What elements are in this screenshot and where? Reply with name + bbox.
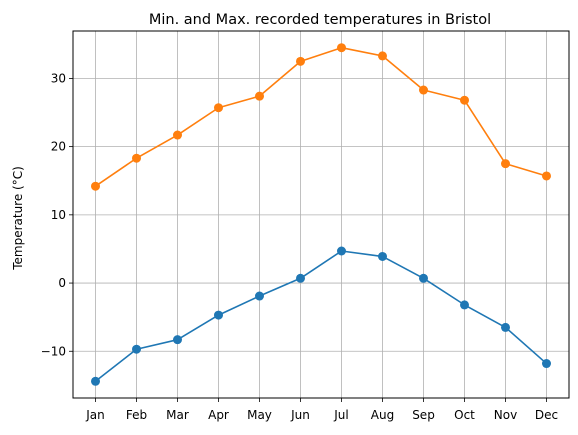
data-point bbox=[296, 273, 305, 283]
x-tick-label: Dec bbox=[535, 408, 558, 422]
data-point bbox=[255, 291, 264, 301]
data-point bbox=[419, 273, 428, 283]
x-tick-label: Nov bbox=[494, 408, 517, 422]
data-point bbox=[255, 91, 264, 101]
x-tick-label: Mar bbox=[166, 408, 189, 422]
data-point bbox=[173, 335, 182, 345]
series-line bbox=[95, 250, 548, 382]
y-tick-label: 10 bbox=[51, 208, 66, 222]
chart-title: Min. and Max. recorded temperatures in B… bbox=[149, 12, 491, 28]
y-axis-label: Temperature (°C) bbox=[11, 166, 25, 271]
y-tick-label: 20 bbox=[51, 140, 66, 154]
x-tick-label: Oct bbox=[454, 408, 475, 422]
data-point bbox=[337, 246, 346, 256]
data-point bbox=[542, 359, 551, 369]
data-point bbox=[542, 171, 551, 181]
data-point bbox=[296, 56, 305, 66]
series-line bbox=[95, 46, 547, 187]
data-point bbox=[91, 376, 100, 386]
x-tick-label: May bbox=[247, 408, 272, 422]
x-tick-label: Jun bbox=[290, 408, 310, 422]
data-point bbox=[378, 51, 387, 61]
data-point bbox=[501, 159, 510, 169]
x-tick-label: Jul bbox=[333, 408, 348, 422]
data-point bbox=[214, 310, 223, 320]
data-point bbox=[214, 103, 223, 113]
y-tick-label: 0 bbox=[58, 276, 66, 290]
x-tick-label: Feb bbox=[126, 408, 147, 422]
x-tick-label: Jan bbox=[85, 408, 105, 422]
data-point bbox=[501, 322, 510, 332]
data-point bbox=[419, 85, 428, 95]
y-tick-label: 30 bbox=[51, 71, 66, 85]
series-1 bbox=[91, 246, 551, 386]
series-2 bbox=[91, 43, 551, 191]
series-layer bbox=[91, 43, 551, 386]
data-point bbox=[337, 43, 346, 53]
data-point bbox=[460, 300, 469, 310]
x-tick-label: Sep bbox=[412, 408, 435, 422]
x-tick-label: Apr bbox=[208, 408, 229, 422]
axes: Jan Feb Mar Apr May Jun Jul Aug Sep Oct Nov Dec −10 0… bbox=[41, 71, 558, 422]
x-tick-label: Aug bbox=[371, 408, 394, 422]
y-tick-label: −10 bbox=[41, 344, 66, 358]
data-point bbox=[378, 251, 387, 261]
data-point bbox=[132, 344, 141, 354]
data-point bbox=[132, 153, 141, 163]
grid bbox=[73, 31, 569, 398]
data-point bbox=[91, 181, 100, 191]
data-point bbox=[173, 130, 182, 140]
data-point bbox=[460, 95, 469, 105]
